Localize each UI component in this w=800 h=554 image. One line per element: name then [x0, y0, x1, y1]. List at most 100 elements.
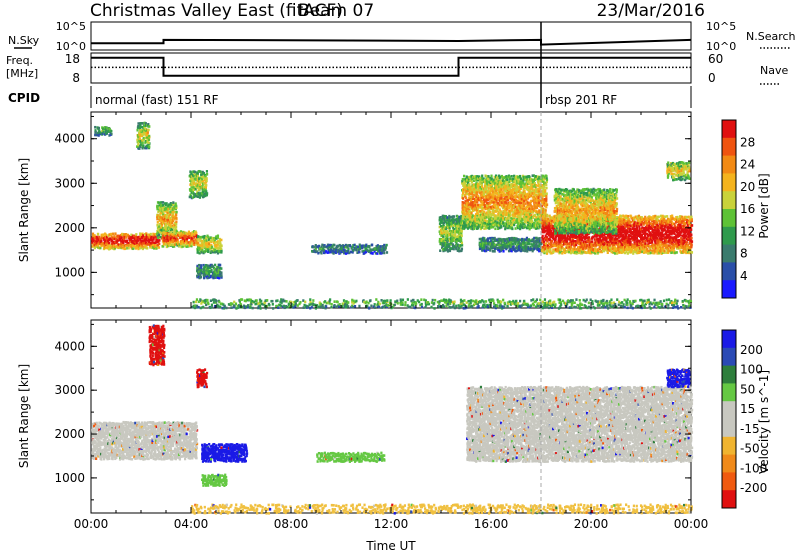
heatmap-cell	[220, 267, 223, 270]
heatmap-cell	[440, 219, 443, 223]
heatmap-cell	[126, 246, 129, 250]
heatmap-cell	[459, 217, 462, 220]
heatmap-cell	[201, 179, 204, 183]
heatmap-cell	[333, 250, 336, 254]
heatmap-cell	[117, 238, 121, 242]
heatmap-cell	[132, 244, 136, 247]
heatmap-cell	[345, 252, 348, 255]
heatmap-cell	[502, 216, 505, 220]
heatmap-cell	[376, 244, 379, 247]
heatmap-cell	[478, 237, 481, 241]
heatmap-cell	[102, 130, 105, 134]
heatmap-cell	[144, 124, 147, 127]
heatmap-cell	[146, 246, 149, 250]
heatmap-cell	[341, 245, 344, 249]
heatmap-cell	[193, 186, 196, 189]
heatmap-cell	[100, 237, 103, 240]
heatmap-cell	[216, 243, 219, 246]
heatmap-cell	[448, 229, 452, 233]
heatmap-cell	[217, 266, 220, 269]
heatmap-cell	[212, 250, 215, 254]
heatmap-cell	[98, 235, 101, 239]
heatmap-cell	[464, 182, 467, 186]
heatmap-cell	[202, 237, 205, 240]
heatmap-cell	[459, 244, 462, 247]
heatmap-cell	[317, 244, 321, 248]
heatmap-cell	[357, 248, 360, 252]
heatmap-cell	[151, 239, 154, 242]
heatmap-cell	[191, 242, 194, 246]
heatmap-cell	[446, 216, 449, 219]
heatmap-cell	[468, 183, 471, 186]
heatmap-cell	[182, 243, 185, 246]
heatmap-cell	[198, 263, 201, 267]
heatmap-cell	[205, 267, 208, 271]
heatmap-cell	[504, 184, 507, 188]
heatmap-cell	[446, 240, 449, 244]
heatmap-cell	[139, 145, 142, 148]
heatmap-cell	[440, 241, 443, 245]
heatmap-cell	[365, 250, 368, 254]
heatmap-cell	[199, 184, 202, 188]
heatmap-cell	[467, 220, 470, 223]
heatmap-cell	[173, 234, 176, 238]
heatmap-cell	[107, 130, 110, 133]
heatmap-cell	[200, 171, 203, 174]
heatmap-cell	[480, 185, 484, 188]
heatmap-cell	[324, 245, 327, 249]
heatmap-cell	[326, 251, 329, 254]
heatmap-cell	[183, 231, 186, 234]
heatmap-cell	[192, 188, 196, 192]
heatmap-cell	[446, 249, 450, 253]
heatmap-cell	[92, 234, 95, 238]
heatmap-cell	[166, 220, 169, 224]
heatmap-cell	[463, 217, 467, 221]
heatmap-cell	[159, 230, 162, 234]
heatmap-cell	[461, 210, 464, 214]
heatmap-cell	[384, 245, 387, 249]
heatmap-cell	[158, 217, 161, 221]
heatmap-cell	[204, 174, 207, 178]
heatmap-cell	[534, 219, 537, 222]
heatmap-cell	[595, 244, 598, 247]
heatmap-cell	[136, 239, 140, 242]
heatmap-cell	[138, 147, 141, 150]
heatmap-cell	[469, 203, 472, 206]
heatmap-cell	[448, 249, 452, 253]
heatmap-cell	[134, 247, 138, 250]
heatmap-cell	[346, 244, 349, 248]
heatmap-cell	[207, 249, 210, 252]
heatmap-cell	[199, 170, 202, 174]
heatmap-cell	[457, 225, 460, 228]
heatmap-cell	[103, 241, 106, 245]
heatmap-cell	[142, 237, 146, 240]
heatmap-cell	[133, 238, 136, 241]
heatmap-cell	[187, 245, 190, 248]
heatmap-cell	[173, 206, 176, 210]
heatmap-cell	[175, 204, 178, 208]
heatmap-cell	[147, 141, 150, 145]
n-sky-label: N.Sky	[8, 34, 40, 47]
heatmap-cell	[341, 244, 344, 247]
heatmap-cell	[182, 244, 185, 248]
heatmap-cell	[379, 248, 382, 251]
heatmap-cell	[161, 237, 164, 240]
heatmap-cell	[173, 225, 177, 229]
heatmap-cell	[142, 136, 145, 140]
heatmap-cell	[205, 192, 209, 195]
heatmap-cell	[145, 146, 148, 150]
heatmap-cell	[365, 243, 368, 247]
heatmap-cell	[528, 242, 531, 246]
heatmap-cell	[173, 236, 176, 240]
heatmap-cell	[211, 245, 214, 249]
heatmap-cell	[463, 211, 466, 214]
heatmap-cell	[464, 190, 467, 193]
heatmap-cell	[165, 202, 168, 205]
heatmap-cell	[320, 245, 323, 249]
heatmap-cell	[210, 268, 213, 272]
heatmap-cell	[547, 217, 550, 221]
heatmap-cell	[205, 193, 209, 197]
noise-left-tick-top: 10^5	[56, 20, 86, 33]
heatmap-cell	[200, 173, 203, 176]
heatmap-cell	[322, 247, 325, 251]
